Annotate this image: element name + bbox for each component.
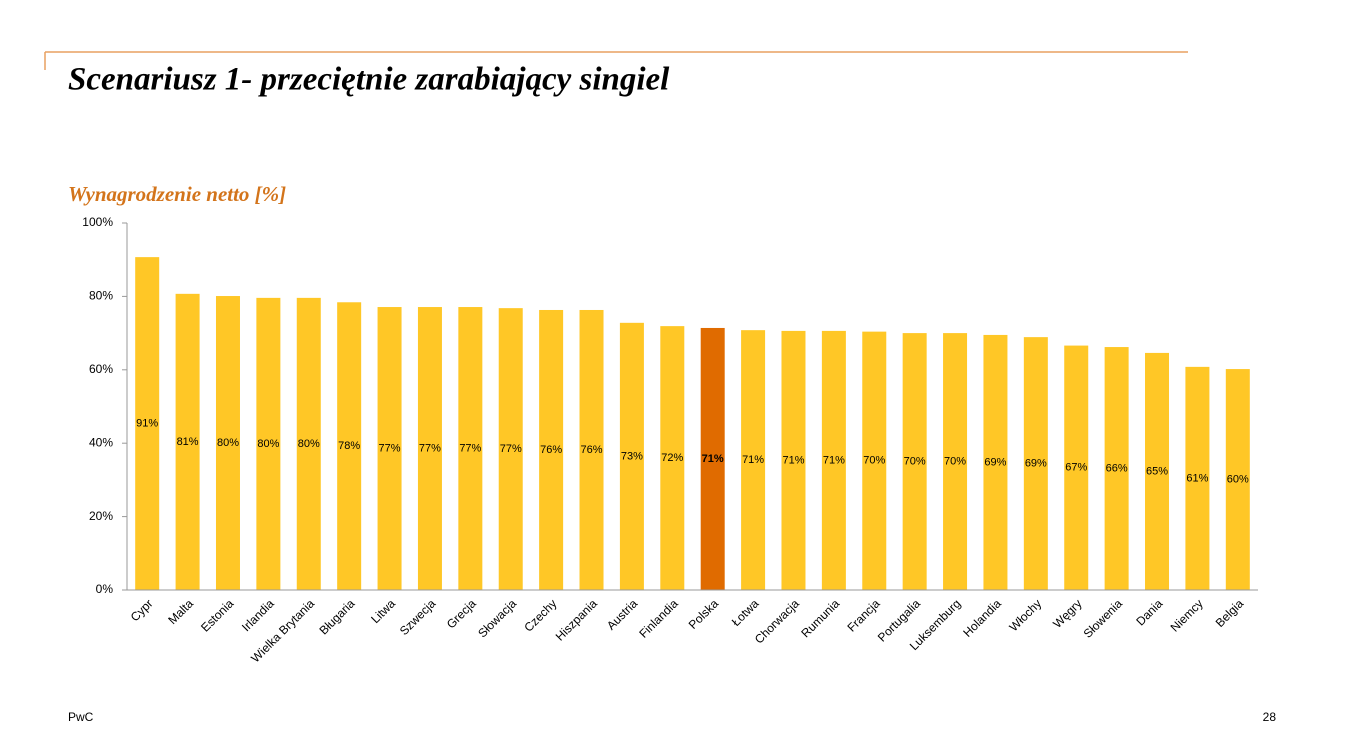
bar (862, 331, 887, 590)
bar (175, 293, 200, 590)
value-label: 72% (661, 452, 683, 464)
x-tick-label: Dania (1133, 596, 1165, 628)
x-tick-label: Niemcy (1168, 596, 1206, 634)
bar (902, 333, 927, 590)
bar (458, 307, 483, 590)
x-tick-label: Bługaria (316, 596, 357, 637)
value-label: 71% (782, 454, 804, 466)
value-label: 70% (944, 455, 966, 467)
value-label: 77% (419, 442, 441, 454)
x-tick-label: Malta (165, 596, 196, 627)
value-label: 70% (863, 455, 885, 467)
y-tick-label: 60% (89, 362, 113, 376)
x-tick-label: Włochy (1006, 596, 1044, 634)
bar (619, 322, 644, 590)
bar (417, 307, 442, 590)
bar (741, 330, 766, 590)
bar (1185, 366, 1210, 590)
value-label: 73% (621, 450, 643, 462)
x-tick-label: Węgry (1050, 596, 1084, 630)
footer: PwC (68, 710, 94, 724)
bar (1225, 369, 1250, 590)
y-tick-label: 20% (89, 509, 113, 523)
bar (215, 296, 240, 590)
x-tick-label: Chorwacja (752, 596, 802, 646)
value-label: 77% (500, 443, 522, 455)
bar (943, 333, 968, 590)
value-label: 81% (177, 436, 199, 448)
bar (1104, 347, 1129, 590)
value-label: 80% (298, 438, 320, 450)
x-tick-label: Belgia (1213, 596, 1247, 630)
x-tick-label: Cypr (128, 596, 156, 624)
value-label: 61% (1186, 472, 1208, 484)
x-tick-label: Słowenia (1081, 596, 1126, 641)
y-tick-label: 100% (82, 215, 113, 229)
bar (337, 302, 362, 590)
value-label: 71% (742, 454, 764, 466)
bar (1023, 337, 1048, 590)
value-label: 70% (904, 455, 926, 467)
bar (498, 308, 523, 590)
value-label: 69% (984, 456, 1006, 468)
value-label: 71% (702, 453, 724, 465)
value-label: 76% (540, 444, 562, 456)
x-tick-label: Finlandia (636, 596, 681, 641)
value-label: 76% (581, 444, 603, 456)
value-label: 60% (1227, 473, 1249, 485)
bar (1064, 345, 1089, 590)
x-tick-label: Hiszpania (553, 596, 600, 643)
value-label: 77% (459, 442, 481, 454)
bar (377, 307, 402, 590)
bar (256, 297, 281, 590)
bar (539, 309, 564, 590)
x-tick-label: Szwecja (397, 596, 439, 638)
x-tick-label: Rumunia (798, 596, 842, 640)
value-label: 80% (257, 438, 279, 450)
value-label: 66% (1106, 462, 1128, 474)
x-tick-label: Irlandia (239, 596, 277, 634)
chart-subtitle: Wynagrodzenie netto [%] (68, 182, 286, 206)
value-label: 71% (823, 454, 845, 466)
value-label: 65% (1146, 465, 1168, 477)
bar (579, 309, 604, 590)
x-tick-label: Czechy (521, 596, 559, 634)
value-label: 69% (1025, 457, 1047, 469)
x-tick-label: Estonia (198, 596, 236, 634)
value-label: 91% (136, 417, 158, 429)
y-tick-label: 80% (89, 289, 113, 303)
bar (1145, 352, 1170, 590)
x-tick-label: Słowacja (475, 596, 519, 640)
bar (781, 330, 806, 590)
value-label: 77% (379, 442, 401, 454)
value-label: 80% (217, 437, 239, 449)
y-tick-label: 0% (96, 582, 114, 596)
x-tick-label: Polska (686, 596, 722, 632)
x-tick-label: Francja (844, 596, 882, 634)
y-tick-label: 40% (89, 435, 113, 449)
x-tick-label: Austria (604, 596, 641, 633)
value-label: 78% (338, 440, 360, 452)
bar (700, 327, 725, 590)
x-tick-label: Holandia (960, 596, 1004, 640)
bar (296, 297, 321, 590)
bar (135, 257, 160, 590)
bar (660, 326, 685, 590)
page-number: 28 (1263, 710, 1277, 724)
bar (983, 334, 1008, 590)
slide-title: Scenariusz 1- przeciętnie zarabiający si… (68, 62, 670, 98)
value-label: 67% (1065, 462, 1087, 474)
bar (821, 330, 846, 590)
x-tick-label: Łotwa (729, 596, 762, 629)
x-tick-label: Grecja (444, 596, 479, 631)
x-tick-label: Litwa (368, 596, 398, 626)
